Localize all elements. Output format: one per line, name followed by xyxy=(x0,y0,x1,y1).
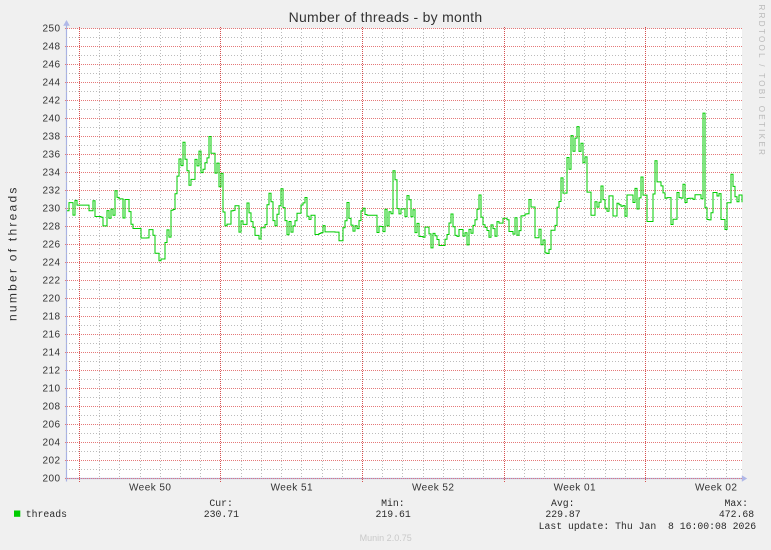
svg-text:214: 214 xyxy=(42,348,60,359)
svg-text:228: 228 xyxy=(42,222,60,233)
svg-text:236: 236 xyxy=(42,150,60,161)
svg-text:Week 02: Week 02 xyxy=(695,483,737,494)
svg-text:Cur:: Cur: xyxy=(209,498,233,509)
svg-text:Week 52: Week 52 xyxy=(412,483,454,494)
svg-text:232: 232 xyxy=(42,186,60,197)
svg-text:216: 216 xyxy=(42,330,60,341)
svg-text:230.71: 230.71 xyxy=(204,509,239,520)
svg-text:206: 206 xyxy=(42,420,60,431)
svg-text:219.61: 219.61 xyxy=(376,509,411,520)
svg-text:208: 208 xyxy=(42,402,60,413)
svg-text:222: 222 xyxy=(42,276,60,287)
svg-text:230: 230 xyxy=(42,204,60,215)
svg-text:220: 220 xyxy=(42,294,60,305)
svg-text:234: 234 xyxy=(42,168,60,179)
svg-text:Avg:: Avg: xyxy=(551,498,575,509)
svg-text:248: 248 xyxy=(42,42,60,53)
svg-text:472.68: 472.68 xyxy=(719,509,754,520)
svg-text:229.87: 229.87 xyxy=(545,509,580,520)
svg-text:Min:: Min: xyxy=(381,498,405,509)
svg-text:RRDTOOL / TOBI OETIKER: RRDTOOL / TOBI OETIKER xyxy=(757,5,766,158)
svg-text:218: 218 xyxy=(42,312,60,323)
svg-text:246: 246 xyxy=(42,60,60,71)
svg-text:number of threads: number of threads xyxy=(6,185,20,321)
svg-text:Munin 2.0.75: Munin 2.0.75 xyxy=(360,533,412,543)
svg-text:250: 250 xyxy=(42,24,60,35)
svg-text:240: 240 xyxy=(42,114,60,125)
svg-text:212: 212 xyxy=(42,366,60,377)
svg-text:242: 242 xyxy=(42,96,60,107)
svg-text:Last update: Thu Jan 8 16:00:: Last update: Thu Jan 8 16:00:08 2026 xyxy=(539,521,757,532)
svg-text:Week 51: Week 51 xyxy=(271,483,313,494)
svg-text:Week 50: Week 50 xyxy=(129,483,171,494)
svg-text:210: 210 xyxy=(42,384,60,395)
svg-text:224: 224 xyxy=(42,258,60,269)
svg-text:200: 200 xyxy=(42,474,60,485)
svg-text:238: 238 xyxy=(42,132,60,143)
svg-text:202: 202 xyxy=(42,456,60,467)
svg-text:244: 244 xyxy=(42,78,60,89)
svg-text:204: 204 xyxy=(42,438,60,449)
svg-text:threads: threads xyxy=(26,509,67,520)
svg-text:Number of threads - by month: Number of threads - by month xyxy=(289,9,483,25)
svg-text:226: 226 xyxy=(42,240,60,251)
svg-text:Week 01: Week 01 xyxy=(554,483,596,494)
svg-text:Max:: Max: xyxy=(724,498,748,509)
